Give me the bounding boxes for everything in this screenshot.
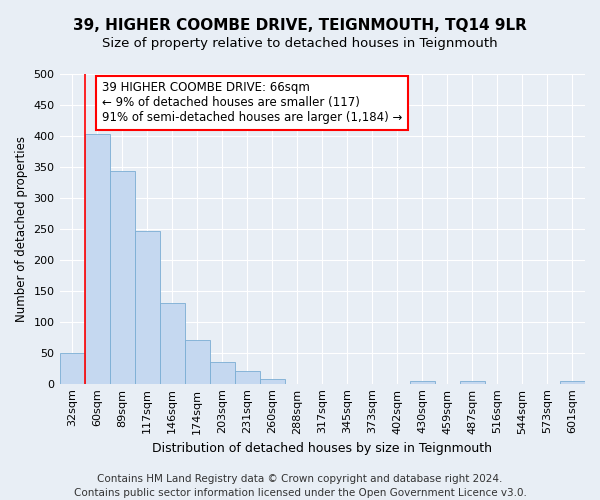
Text: 39, HIGHER COOMBE DRIVE, TEIGNMOUTH, TQ14 9LR: 39, HIGHER COOMBE DRIVE, TEIGNMOUTH, TQ1… xyxy=(73,18,527,32)
Bar xyxy=(59,352,85,384)
Y-axis label: Number of detached properties: Number of detached properties xyxy=(15,136,28,322)
Bar xyxy=(160,303,185,384)
Bar xyxy=(134,230,160,384)
Text: 39 HIGHER COOMBE DRIVE: 66sqm
← 9% of detached houses are smaller (117)
91% of s: 39 HIGHER COOMBE DRIVE: 66sqm ← 9% of de… xyxy=(102,82,403,124)
Bar xyxy=(235,372,260,384)
Bar xyxy=(185,340,209,384)
Bar xyxy=(85,134,110,384)
Bar xyxy=(460,380,485,384)
Text: Contains HM Land Registry data © Crown copyright and database right 2024.
Contai: Contains HM Land Registry data © Crown c… xyxy=(74,474,526,498)
Bar xyxy=(410,380,435,384)
Bar xyxy=(110,171,134,384)
X-axis label: Distribution of detached houses by size in Teignmouth: Distribution of detached houses by size … xyxy=(152,442,492,455)
Bar xyxy=(560,380,585,384)
Bar xyxy=(260,380,285,384)
Bar xyxy=(209,362,235,384)
Text: Size of property relative to detached houses in Teignmouth: Size of property relative to detached ho… xyxy=(102,38,498,51)
